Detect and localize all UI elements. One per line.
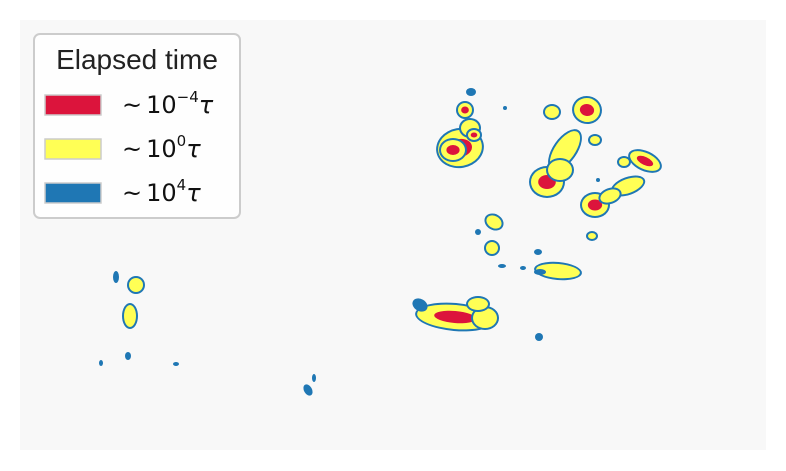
contour-inner [486, 242, 498, 254]
contour-region [535, 333, 543, 341]
contour-region [598, 187, 622, 205]
contour-inner [612, 177, 644, 195]
contour-inner [588, 233, 596, 239]
contour-region [113, 271, 119, 283]
legend-swatch-yellow [44, 138, 102, 160]
contour-region [572, 95, 602, 125]
contour-region [303, 384, 313, 396]
contour-inner [129, 278, 143, 292]
contour-outer [113, 271, 119, 283]
contour-region [312, 374, 316, 382]
contour-inner [590, 136, 600, 144]
contour-region [127, 276, 145, 294]
contour-region [466, 88, 476, 96]
contour-outer [312, 374, 316, 382]
contour-inner [619, 158, 629, 166]
legend-frame [33, 33, 241, 219]
contour-outer [596, 178, 600, 182]
contour-inner [446, 145, 460, 155]
contour-region [534, 269, 546, 275]
contour-region [125, 352, 131, 360]
legend-label-yellow: ~100τ [122, 132, 201, 163]
contour-inner [600, 189, 620, 203]
legend-title: Elapsed time [56, 44, 218, 75]
contour-region [546, 158, 574, 182]
contour-inner [124, 305, 136, 327]
contour-region [466, 296, 490, 312]
contour-inner [548, 160, 572, 180]
contour-inner [473, 308, 497, 328]
contour-outer [173, 362, 179, 366]
contour-region [617, 156, 631, 168]
contour-outer [466, 88, 476, 96]
contour-outer [534, 269, 546, 275]
contour-region [484, 240, 500, 256]
contour-outer [498, 264, 506, 268]
contour-inner [486, 215, 502, 229]
contour-region [586, 231, 598, 241]
contour-outer [475, 229, 481, 235]
contour-region [503, 106, 507, 110]
contour-inner [636, 155, 654, 167]
legend-label-red: ~10−4τ [122, 88, 214, 119]
contour-region [439, 138, 467, 162]
contour-outer [412, 298, 428, 312]
contour-inner [434, 310, 476, 324]
contour-outer [303, 384, 313, 396]
contour-outer [534, 249, 542, 255]
contour-inner [545, 106, 559, 118]
contour-region [520, 266, 526, 270]
contour-regions [99, 88, 662, 396]
contour-region [173, 362, 179, 366]
contour-region [628, 149, 662, 173]
contour-region [596, 178, 600, 182]
legend-label-blue: ~104τ [122, 176, 201, 207]
contour-region [588, 134, 602, 146]
contour-inner [587, 199, 603, 211]
contour-inner [579, 103, 595, 117]
legend-swatch-red [44, 94, 102, 116]
contour-region [498, 264, 506, 268]
contour-region [466, 128, 482, 142]
contour-outer [535, 333, 543, 341]
contour-outer [99, 360, 103, 366]
contour-region [122, 303, 138, 329]
contour-region [412, 298, 428, 312]
contour-region [456, 101, 474, 119]
contour-outer [125, 352, 131, 360]
contour-region [475, 229, 481, 235]
contour-region [543, 104, 561, 120]
contour-region [484, 213, 504, 231]
contour-outer [503, 106, 507, 110]
contour-inner [468, 298, 488, 310]
contour-inner [536, 263, 580, 279]
contour-region [534, 249, 542, 255]
legend: Elapsed time ~10−4τ ~100τ ~104τ [33, 33, 241, 219]
contour-region [534, 261, 582, 281]
contour-inner [470, 132, 478, 138]
contour-inner [461, 106, 469, 114]
legend-swatch-blue [44, 182, 102, 204]
contour-outer [520, 266, 526, 270]
contour-region [99, 360, 103, 366]
